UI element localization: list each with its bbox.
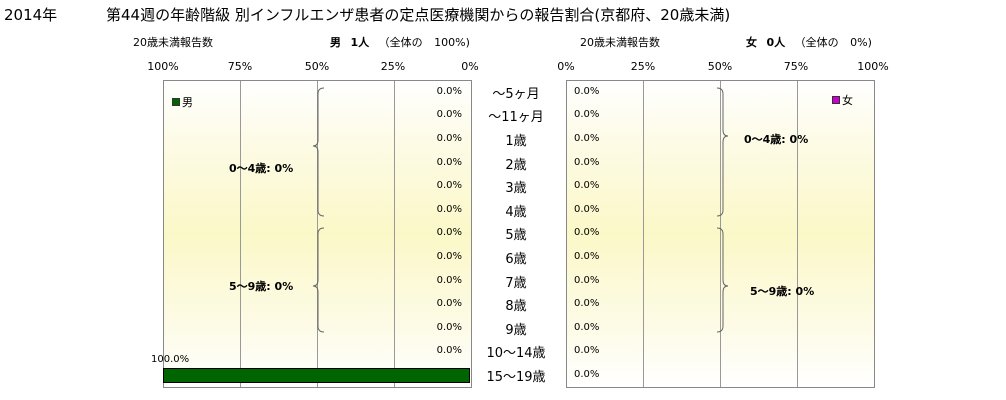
chart-title: 2014年 第44週の年齢階級 別インフルエンザ患者の定点医療機関からの報告割合(…: [4, 4, 730, 25]
female-value-label: 0.0%: [574, 203, 600, 215]
age-category-label: 6歳: [505, 252, 527, 267]
male-value-label: 100.0%: [151, 354, 190, 365]
male-value-label: 0.0%: [436, 203, 462, 215]
female-value-label: 0.0%: [574, 227, 600, 239]
left-sex-label: 男: [330, 36, 341, 49]
male-value-label: 0.0%: [436, 321, 462, 333]
right-share-label: （全体の: [794, 36, 839, 49]
age-category-label: 5歳: [505, 228, 527, 244]
female-value-label: 0.0%: [574, 85, 600, 97]
title-main: 第44週の年齢階級 別インフルエンザ患者の定点医療機関からの報告割合(京都府、2…: [106, 6, 731, 24]
legend-female: 女: [832, 92, 853, 108]
female-value-label: 0.0%: [574, 109, 600, 121]
male-value-label: 0.0%: [436, 298, 462, 310]
right-plot-area: [566, 80, 875, 388]
gridline: [394, 81, 395, 387]
age-category-label: 3歳: [505, 181, 527, 197]
left-tick: 0%: [461, 60, 479, 73]
left-group-0-4-label: 0～4歳: 0%: [229, 162, 294, 175]
left-tick: 75%: [227, 60, 253, 73]
right-count-value: 0人: [766, 36, 786, 49]
legend-swatch-female: [832, 96, 840, 104]
age-category-label: ～5ヶ月: [492, 86, 540, 102]
female-value-label: 0.0%: [574, 274, 600, 286]
male-value-label: 0.0%: [436, 156, 462, 168]
male-value-label: 0.0%: [436, 227, 462, 239]
male-value-label: 0.0%: [436, 251, 462, 262]
title-year: 2014年: [4, 6, 58, 24]
gridline: [240, 81, 241, 387]
left-tick: 25%: [380, 60, 406, 73]
age-category-label: ～11ヶ月: [488, 110, 544, 126]
right-tick: 100%: [857, 60, 889, 73]
right-sex-label: 女: [746, 36, 757, 49]
male-bar: [163, 368, 470, 383]
male-value-label: 0.0%: [436, 180, 462, 192]
left-count-label: 20歳未満報告数: [133, 36, 213, 49]
age-category-label: 15～19歳: [486, 370, 546, 385]
left-share-value: 100%): [434, 36, 470, 49]
left-tick: 50%: [304, 60, 330, 73]
gridline: [643, 81, 644, 387]
male-value-label: 0.0%: [436, 345, 462, 357]
age-category-label: 2歳: [505, 157, 527, 173]
gridline: [720, 81, 721, 387]
right-sex-header: 女 0人 （全体の 0%): [746, 34, 872, 50]
female-value-label: 0.0%: [574, 321, 600, 333]
right-group-5-9-label: 5～9歳: 0%: [750, 285, 815, 298]
right-tick: 0%: [557, 60, 575, 73]
right-group-0-4-label: 0～4歳: 0%: [744, 133, 809, 146]
male-value-label: 0.0%: [436, 85, 462, 97]
legend-label-female: 女: [842, 94, 853, 107]
age-category-label: 4歳: [505, 204, 527, 220]
age-category-label: 7歳: [505, 275, 527, 291]
age-category-label: 8歳: [505, 299, 527, 315]
left-count-value: 1人: [350, 36, 370, 49]
left-sex-header: 男 1人 （全体の 100%): [330, 34, 470, 50]
female-value-label: 0.0%: [574, 251, 600, 262]
left-brace-0-4: [312, 87, 325, 217]
age-category-label: 9歳: [505, 322, 527, 338]
right-tick: 50%: [707, 60, 733, 73]
right-tick: 75%: [783, 60, 809, 73]
legend-male: 男: [172, 94, 193, 110]
legend-label-male: 男: [182, 96, 193, 109]
left-brace-5-9: [312, 227, 325, 333]
age-category-label: 10～14歳: [486, 346, 546, 362]
male-value-label: 0.0%: [436, 133, 462, 144]
right-share-value: 0%): [850, 36, 872, 49]
left-group-5-9-label: 5～9歳: 0%: [229, 280, 294, 293]
female-value-label: 0.0%: [574, 180, 600, 192]
right-tick: 25%: [630, 60, 656, 73]
female-value-label: 0.0%: [574, 369, 600, 380]
gridline: [797, 81, 798, 387]
legend-swatch-male: [172, 98, 180, 106]
right-brace-5-9: [716, 227, 729, 333]
left-share-label: （全体の: [378, 36, 423, 49]
male-value-label: 0.0%: [436, 274, 462, 286]
female-value-label: 0.0%: [574, 156, 600, 168]
female-value-label: 0.0%: [574, 298, 600, 310]
right-brace-0-4: [716, 87, 729, 217]
age-category-label: 1歳: [505, 134, 527, 149]
female-value-label: 0.0%: [574, 345, 600, 357]
right-count-label: 20歳未満報告数: [580, 36, 660, 49]
male-value-label: 0.0%: [436, 109, 462, 121]
female-value-label: 0.0%: [574, 133, 600, 144]
left-tick: 100%: [147, 60, 179, 73]
